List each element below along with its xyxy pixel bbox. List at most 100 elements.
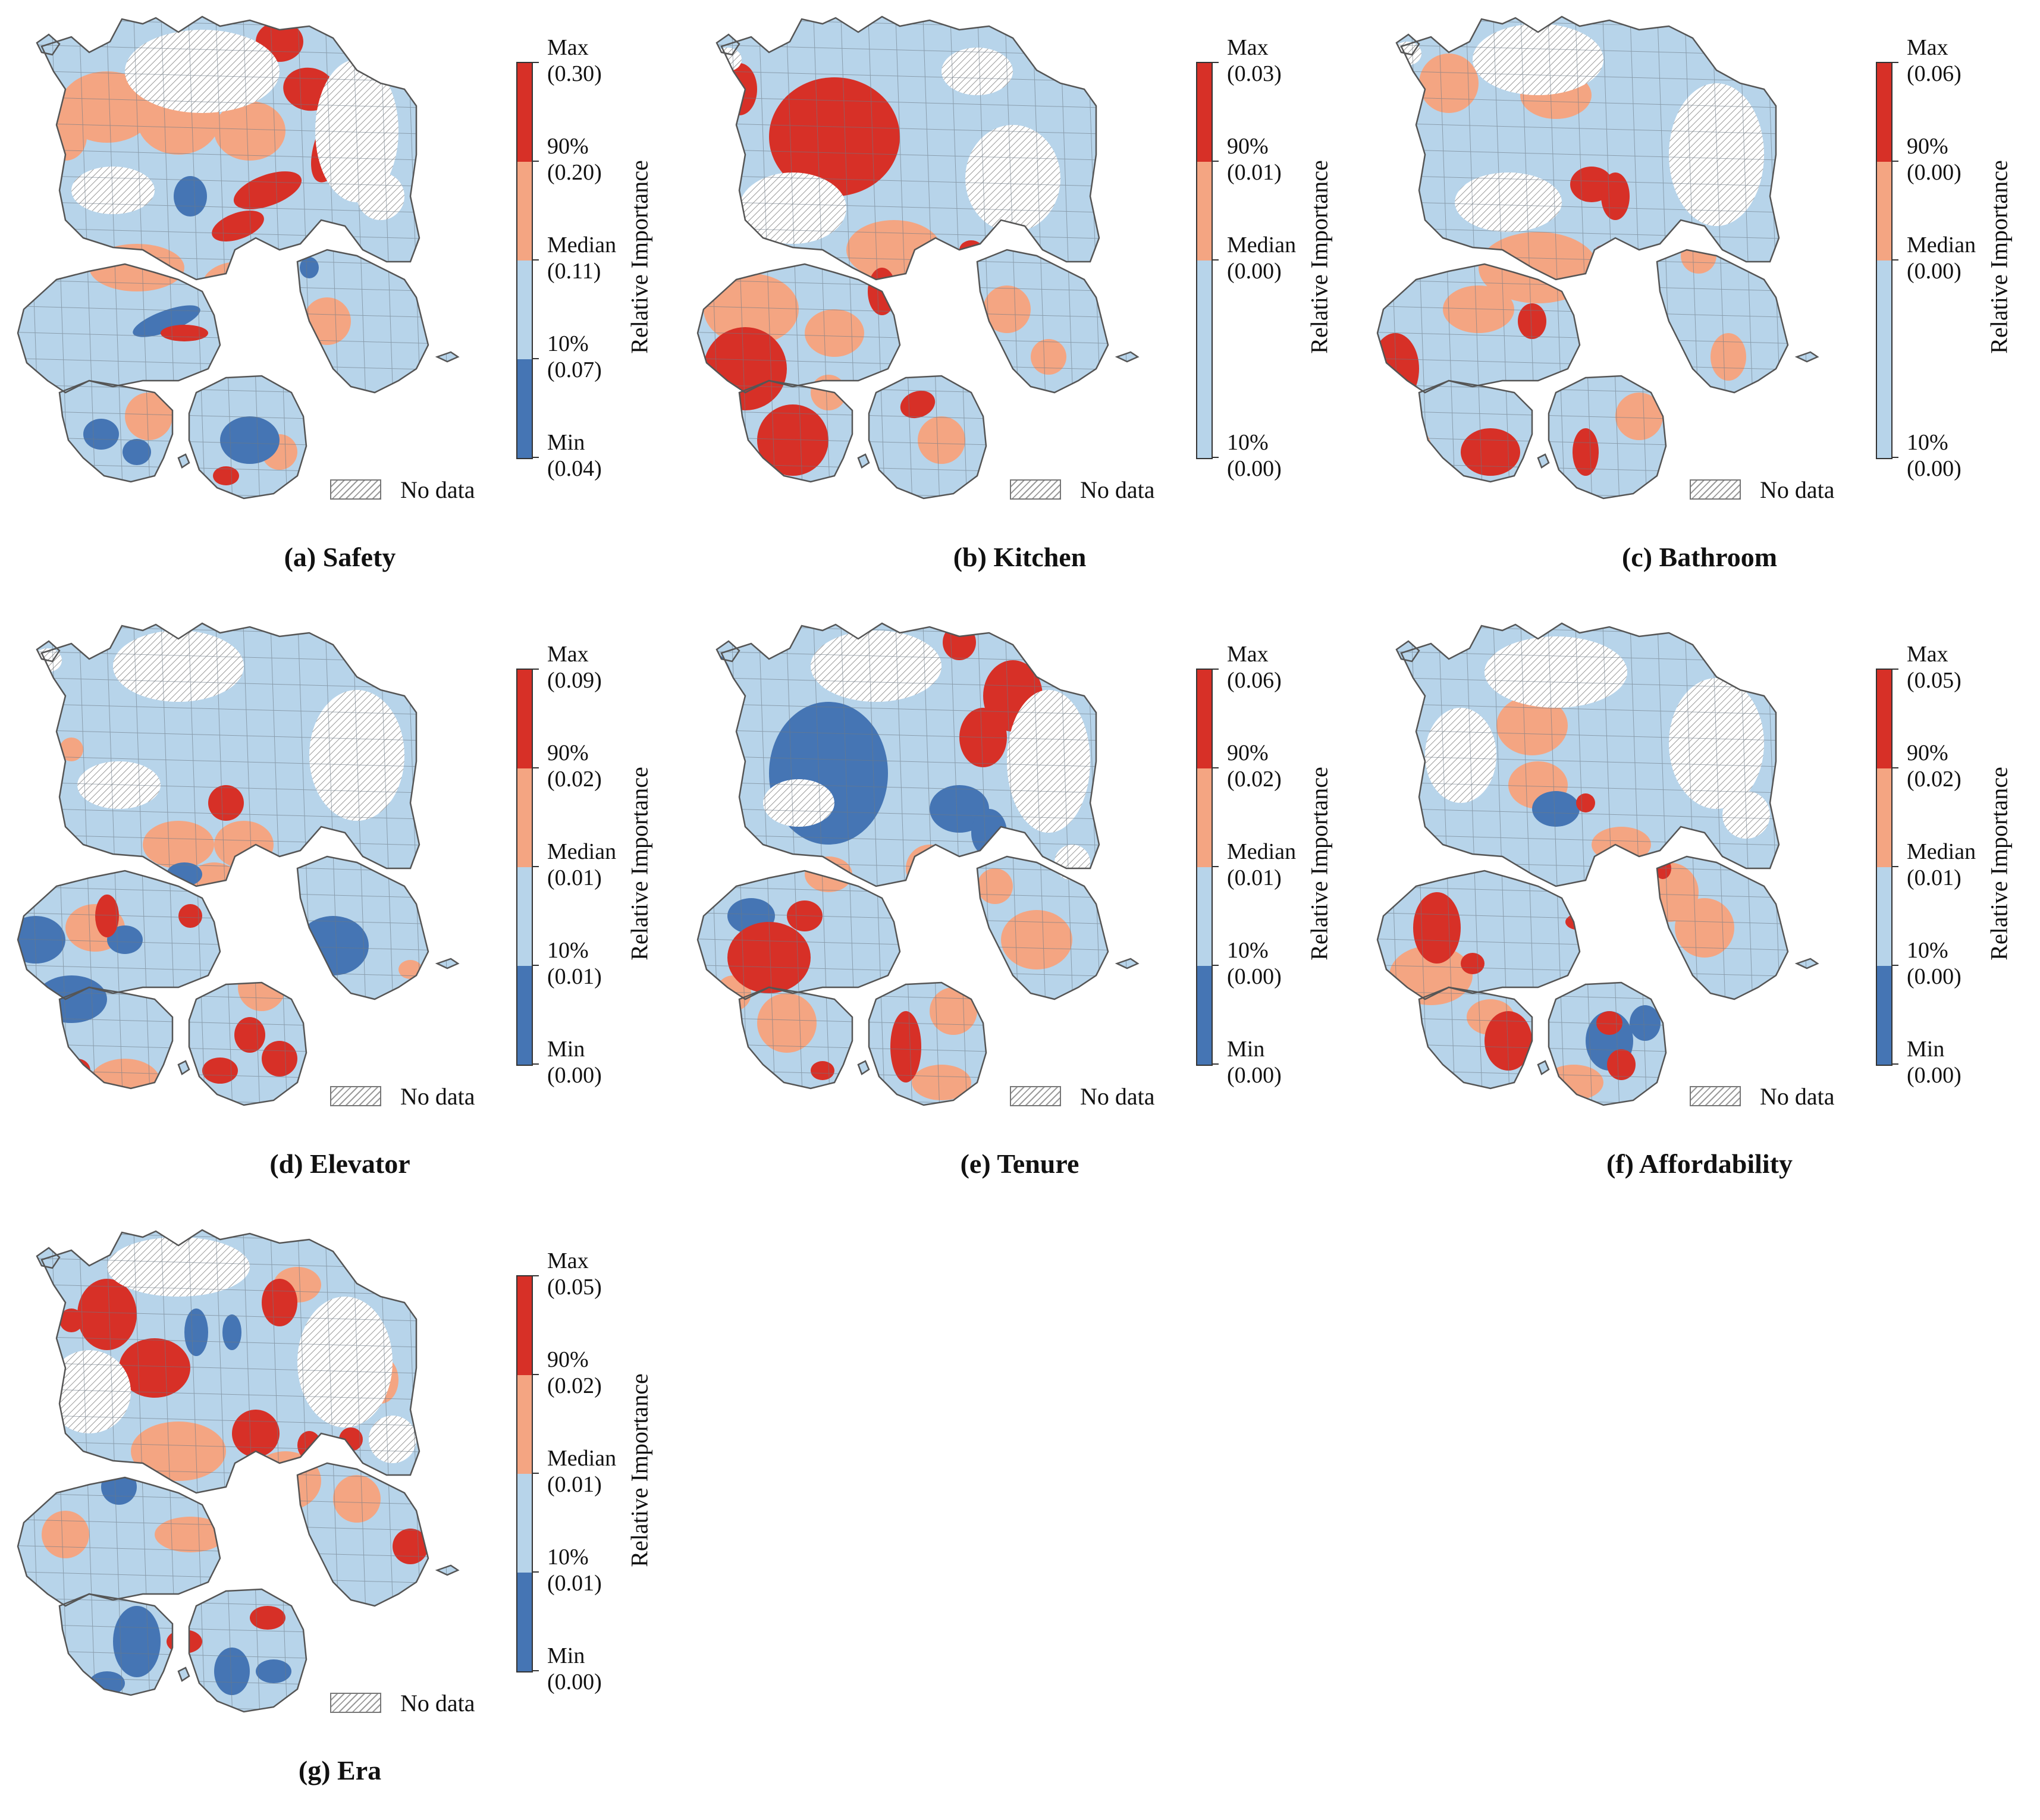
legend-colorbar <box>1876 669 1893 1066</box>
legend-band-lower <box>1197 261 1212 458</box>
outline-southwest <box>58 379 174 483</box>
district-cluster-max <box>262 1041 297 1077</box>
legend-label-2: Median (0.01) <box>1227 839 1296 891</box>
legend-break-name: 10% <box>1907 430 1948 455</box>
district-cluster-max <box>1573 428 1599 476</box>
district-cluster-up <box>1496 696 1568 755</box>
legend-break-value: (0.01) <box>547 964 602 989</box>
district-cluster-up <box>906 845 953 892</box>
region-city <box>189 1589 306 1712</box>
panel-caption: (f) Affordability <box>1606 1149 1793 1179</box>
region-west <box>18 1477 220 1606</box>
legend-break-name: 10% <box>1227 430 1269 455</box>
legend-break-value: (0.04) <box>547 456 602 481</box>
legend-tick <box>1893 1063 1898 1065</box>
choropleth-map <box>0 0 488 523</box>
legend-break-value: (0.02) <box>1227 767 1282 792</box>
district-cluster-max <box>234 1017 265 1053</box>
outline-northhook <box>36 640 61 663</box>
district-cluster-max <box>262 1279 297 1326</box>
outline-islet2 <box>1794 958 1819 969</box>
legend-band-upper <box>517 162 532 261</box>
legend-break-value: (0.00) <box>547 1063 602 1088</box>
district-cluster-up <box>125 393 172 440</box>
legend-break-value: (0.02) <box>547 767 602 792</box>
legend-tick <box>1893 866 1898 867</box>
outline-islet1 <box>857 1060 870 1075</box>
no-data-area <box>77 761 161 809</box>
legend-break-value: (0.00) <box>1227 1063 1282 1088</box>
no-data-area <box>1669 83 1764 226</box>
legend-band-max <box>517 1276 532 1375</box>
legend-tick <box>1893 457 1898 458</box>
choropleth-map <box>0 607 488 1130</box>
legend-tick <box>533 1670 539 1671</box>
legend-break-value: (0.11) <box>547 259 601 284</box>
legend-colorbar <box>1196 669 1213 1066</box>
legend-break-value: (0.01) <box>1227 160 1282 185</box>
district-cluster-max <box>757 404 828 476</box>
district-cluster-max <box>708 144 735 177</box>
district-cluster-max <box>1413 892 1461 964</box>
no-data-legend: No data <box>1010 476 1155 503</box>
outline-city <box>188 1588 307 1713</box>
district-cluster-max <box>161 325 208 341</box>
no-data-legend: No data <box>330 1082 475 1110</box>
outline-southwest <box>738 379 853 483</box>
hatch-swatch <box>330 1086 381 1106</box>
no-data-area <box>357 172 404 220</box>
legend-break-value: (0.09) <box>547 668 602 693</box>
legend-tick <box>1893 161 1898 162</box>
legend-break-name: 10% <box>547 1545 589 1570</box>
legend-break-value: (0.20) <box>547 160 602 185</box>
panel-caption: (e) Tenure <box>960 1149 1079 1179</box>
outline-islet2 <box>1794 351 1819 363</box>
legend-break-name: Max <box>1907 642 1948 667</box>
outline-west <box>1376 263 1581 394</box>
district-cluster-max <box>769 77 900 196</box>
no-data-label: No data <box>400 1082 475 1110</box>
outline-east <box>1656 855 1789 1000</box>
map-panel-a: No data Max (0.30) 90% (0.20) Median (0.11) 10%… <box>0 0 680 607</box>
legend-tick <box>533 259 539 261</box>
district-cluster-up <box>918 416 965 464</box>
legend-band-lower <box>517 1474 532 1573</box>
district-cluster-min <box>123 439 151 465</box>
no-data-area <box>297 1297 393 1427</box>
legend-axis-title: Relative Importance <box>1985 767 2013 961</box>
district-cluster-min <box>101 1469 137 1505</box>
district-cluster-max <box>1485 1011 1532 1071</box>
district-fills <box>1389 636 1770 1100</box>
legend-band-upper <box>1877 768 1891 867</box>
legend-break-name: Min <box>1907 1037 1945 1062</box>
legend-tick <box>533 767 539 768</box>
legend-tick <box>533 457 539 458</box>
legend-tick <box>1893 62 1898 63</box>
legend-tick <box>1213 259 1219 261</box>
map-svg <box>696 15 1140 500</box>
outline-southwest <box>58 986 174 1090</box>
legend-band-max <box>1197 670 1212 768</box>
outline-southwest <box>738 986 853 1090</box>
outline-northhook <box>1395 640 1420 663</box>
district-cluster-up <box>89 1059 161 1105</box>
no-data-legend: No data <box>330 476 475 503</box>
district-cluster-up <box>977 868 1013 904</box>
legend-label-2: Median (0.00) <box>1907 232 1976 284</box>
legend-tick <box>1213 669 1219 670</box>
legend-label-1: 90% (0.02) <box>1227 740 1282 792</box>
choropleth-map <box>1360 607 1847 1130</box>
color-legend: Max (0.06) 90% (0.02) Median (0.01) 10% (0.00) M… <box>1196 642 1351 1088</box>
panel-caption: (d) Elevator <box>269 1149 410 1179</box>
no-data-area <box>1455 172 1562 232</box>
district-cluster-max <box>721 63 757 115</box>
legend-band-min <box>1197 966 1212 1065</box>
legend-break-name: Max <box>547 1248 589 1273</box>
no-data-label: No data <box>1080 1082 1155 1110</box>
outline-islet2 <box>1115 351 1140 363</box>
legend-tick <box>533 1374 539 1375</box>
no-data-legend: No data <box>1010 1082 1155 1110</box>
legend-label-1: 90% (0.20) <box>547 133 602 186</box>
district-cluster-max <box>1461 953 1485 974</box>
legend-tick <box>533 669 539 670</box>
